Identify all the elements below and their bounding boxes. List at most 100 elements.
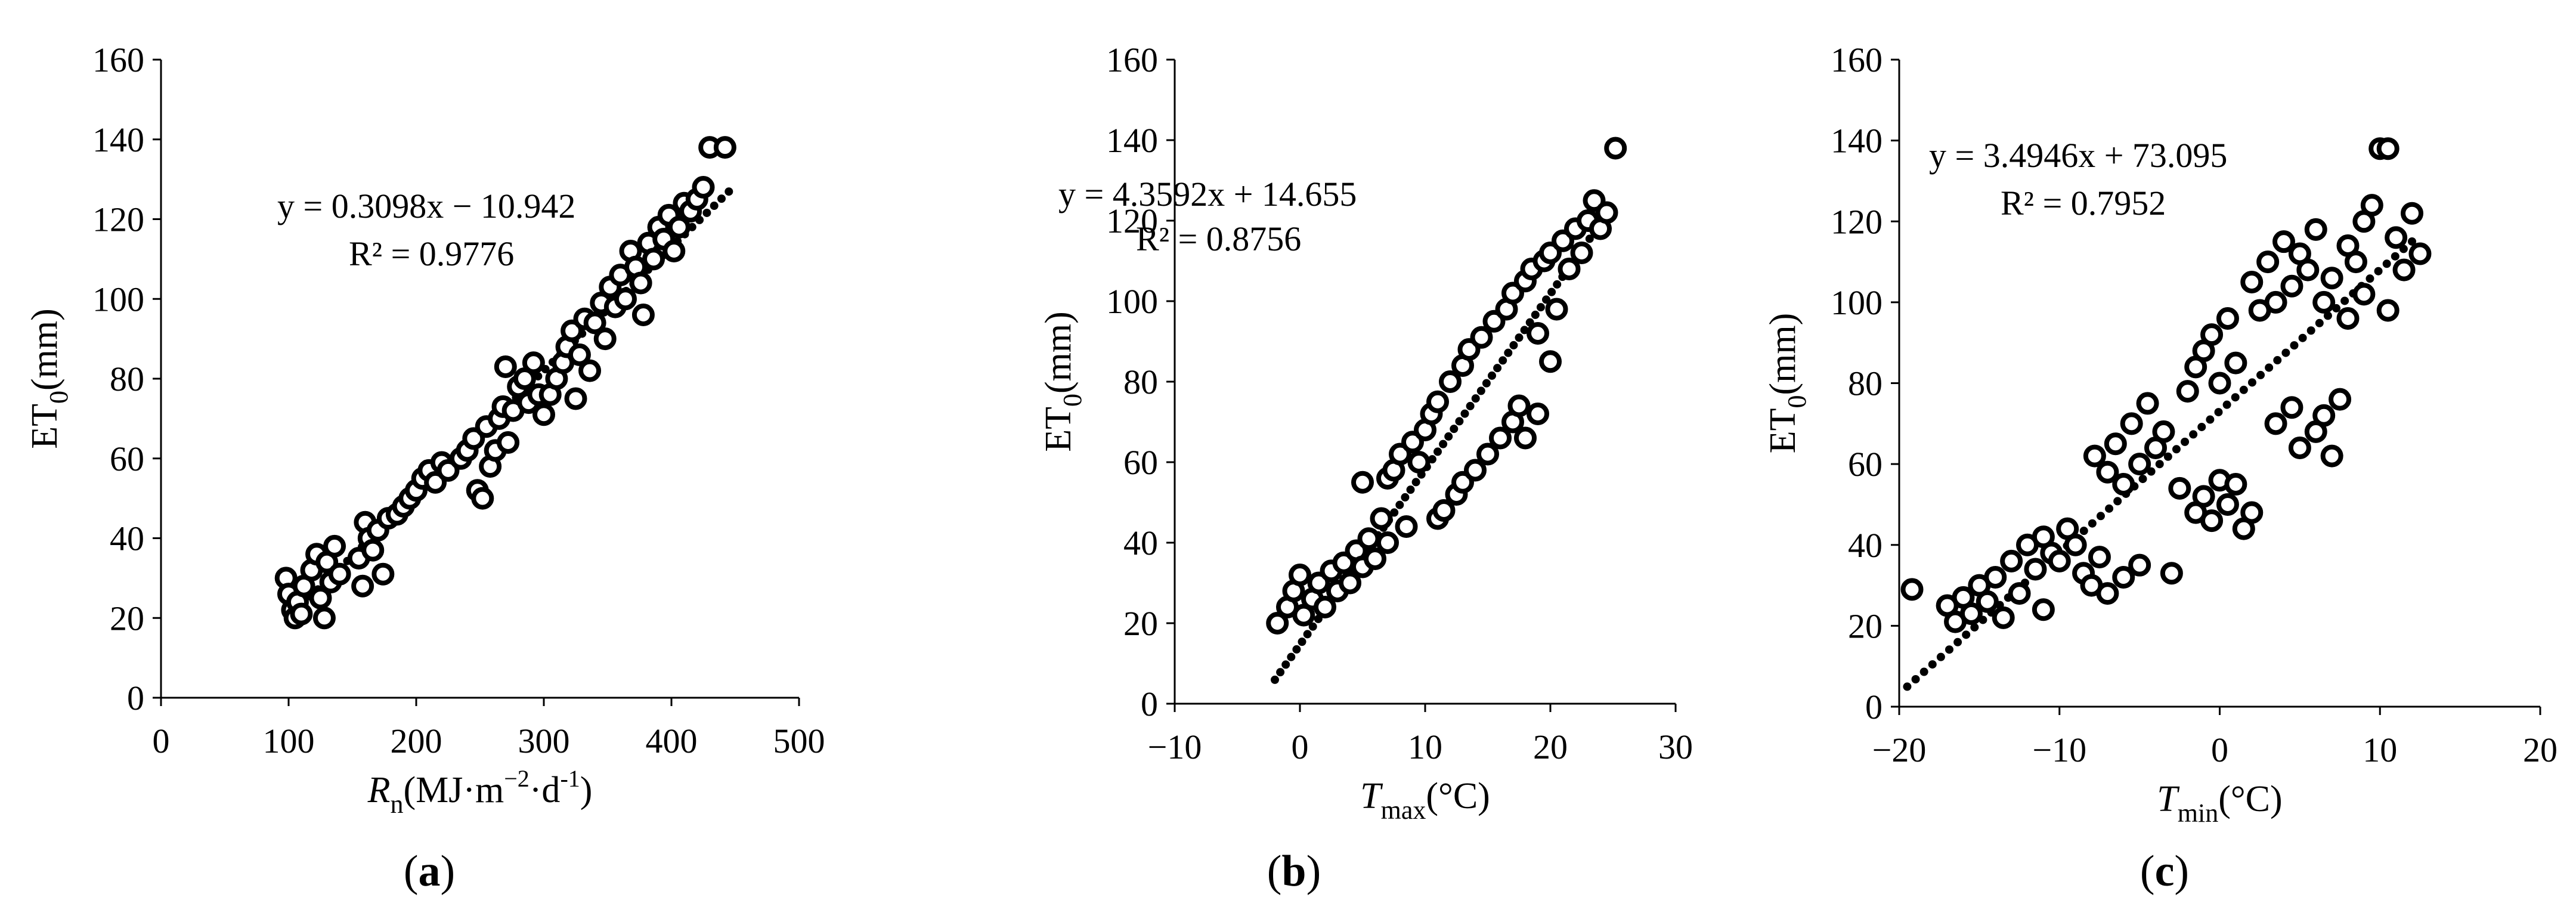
data-point	[361, 539, 385, 562]
data-point	[692, 176, 715, 199]
x-axis-title-part: (°C)	[1426, 776, 1490, 816]
data-point	[2192, 485, 2215, 508]
y-tick-label: 20	[110, 599, 144, 638]
data-point	[2280, 396, 2303, 419]
trendline-dot	[1953, 638, 1962, 646]
y-tick-label: 100	[92, 280, 144, 318]
y-axis-title-sub: 0	[44, 391, 73, 404]
trendline-dot	[1433, 447, 1442, 456]
trendline-dot	[1919, 667, 1928, 676]
data-point	[1266, 612, 1289, 635]
trendline-dot	[1460, 409, 1469, 418]
panel-label-open: (	[404, 847, 419, 896]
data-point	[513, 367, 536, 390]
trendline-dot	[1962, 630, 1971, 639]
data-point	[578, 359, 602, 382]
y-tick-label: 60	[110, 440, 144, 478]
panel-label-letter: b	[1281, 847, 1306, 896]
x-axis-title-part: max	[1381, 796, 1426, 825]
trendline-dot	[2408, 237, 2416, 246]
trendline-dot	[1303, 630, 1312, 639]
y-axis-title: ET0(mm)	[1038, 311, 1087, 452]
trendline-dot	[1298, 638, 1306, 646]
x-tick-label: −10	[1148, 728, 1202, 766]
trendline-dot	[1936, 652, 1945, 661]
data-point	[497, 431, 520, 454]
data-point	[1900, 578, 1924, 601]
data-point	[2320, 267, 2343, 290]
data-point	[2224, 351, 2247, 375]
y-tick-label: 80	[1123, 363, 1158, 401]
data-point	[2312, 404, 2336, 427]
trendline-dot	[2105, 504, 2114, 513]
data-point	[2104, 432, 2127, 456]
trendline-dot	[2340, 296, 2349, 305]
data-point	[2216, 307, 2239, 330]
data-point	[1595, 201, 1618, 224]
trendline-dot	[1471, 394, 1480, 403]
data-point	[713, 136, 736, 159]
y-axis-title-main: ET	[1763, 409, 1803, 454]
data-point	[2264, 290, 2287, 314]
trendline-dot	[724, 187, 733, 196]
trendline-dot	[1493, 364, 1502, 373]
y-tick-label: 120	[92, 200, 144, 239]
trendline-dot	[1395, 500, 1404, 509]
y-axis-title-unit: (mm)	[24, 308, 65, 391]
data-point	[2200, 323, 2224, 346]
y-tick-label: 40	[1848, 526, 1883, 565]
trendline-dot	[1520, 326, 1529, 335]
data-point	[1976, 590, 1999, 613]
trendline-dot	[717, 194, 726, 203]
y-axis-title: ET0(mm)	[1763, 313, 1812, 454]
panel-label-close: )	[2174, 847, 2189, 896]
data-point	[1558, 258, 1581, 280]
data-point	[662, 240, 686, 262]
data-point	[2401, 202, 2423, 225]
y-tick-label: 140	[1106, 121, 1158, 160]
data-point	[1527, 322, 1549, 345]
trendline-dot	[2113, 497, 2122, 506]
data-point	[2216, 493, 2239, 516]
x-tick-label: 10	[1408, 728, 1442, 766]
trendline-dot	[1504, 348, 1513, 357]
data-point	[629, 271, 652, 295]
x-tick-label: 300	[518, 722, 570, 760]
y-tick-label: 160	[92, 41, 144, 79]
data-point	[2280, 274, 2303, 298]
x-tick-label: 30	[1658, 728, 1693, 766]
y-tick-label: 100	[1831, 283, 1883, 322]
trendline-dot	[1292, 645, 1301, 654]
x-tick-label: 20	[1533, 728, 1568, 766]
data-point	[2224, 473, 2247, 496]
panel-label-close: )	[441, 847, 456, 896]
trendline-dot	[1970, 623, 1979, 632]
trendline-dot	[1531, 310, 1540, 319]
y-tick-label: 0	[127, 679, 144, 717]
trendline-dot	[1406, 485, 1415, 494]
data-point	[2128, 453, 2151, 476]
x-axis-title-part: ·d	[530, 770, 561, 810]
data-point	[2360, 194, 2383, 217]
data-point	[2336, 307, 2360, 330]
y-tick-label: 140	[1831, 122, 1883, 160]
r-squared: R² = 0.8756	[1136, 219, 1301, 258]
trendline-dot	[2265, 363, 2274, 372]
data-point	[614, 287, 637, 311]
data-point	[1351, 471, 1374, 494]
trendline-dot	[2306, 326, 2315, 335]
trendline-dot	[1444, 432, 1453, 441]
data-point	[2376, 299, 2399, 322]
data-point	[1376, 531, 1399, 554]
x-tick-label: 500	[773, 722, 825, 760]
trendline-dot	[2197, 422, 2206, 431]
trendline-dot	[2231, 393, 2240, 402]
x-axis-title-part: n	[390, 790, 403, 819]
trendline-dot	[2273, 356, 2282, 365]
data-point	[631, 304, 655, 326]
panel-label-close: )	[1306, 847, 1321, 896]
data-point	[494, 355, 517, 378]
data-point	[2048, 549, 2071, 572]
trendline-dot	[2323, 311, 2332, 320]
